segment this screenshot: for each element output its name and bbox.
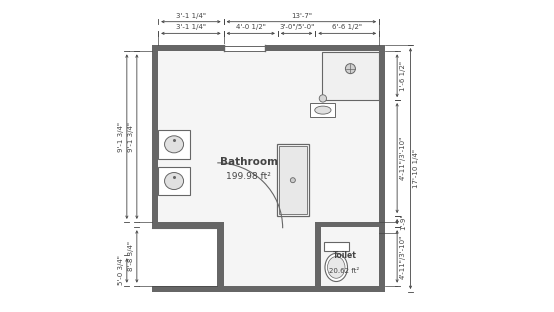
- Text: Toilet: Toilet: [332, 251, 357, 260]
- Text: 4'-0 1/2": 4'-0 1/2": [236, 24, 266, 30]
- Bar: [152, 45, 158, 222]
- Ellipse shape: [165, 136, 183, 153]
- Text: 5'-0 3/4": 5'-0 3/4": [118, 256, 124, 285]
- Bar: [322, 52, 379, 100]
- Bar: [158, 167, 190, 195]
- Text: 3'-1 1/4": 3'-1 1/4": [176, 24, 206, 30]
- Bar: [379, 45, 386, 292]
- Text: 8'-8 3/4": 8'-8 3/4": [128, 241, 134, 271]
- Circle shape: [345, 64, 356, 74]
- Text: 4'-11"/3'-10": 4'-11"/3'-10": [400, 136, 406, 180]
- Text: 4'-11"/3'-10": 4'-11"/3'-10": [400, 234, 406, 279]
- Circle shape: [319, 95, 326, 102]
- Bar: [277, 144, 309, 216]
- Text: 6'-6 1/2": 6'-6 1/2": [332, 24, 362, 30]
- Bar: [152, 222, 224, 228]
- Ellipse shape: [325, 253, 347, 281]
- Bar: [224, 44, 265, 51]
- Text: 17'-10 1/4": 17'-10 1/4": [413, 149, 419, 188]
- Text: Bathroom: Bathroom: [219, 157, 278, 167]
- Bar: [152, 286, 386, 292]
- Bar: [279, 146, 307, 214]
- Text: 1'-6 1/2": 1'-6 1/2": [400, 61, 406, 91]
- Bar: [315, 222, 321, 286]
- Ellipse shape: [165, 173, 183, 189]
- Text: 1'-9": 1'-9": [400, 213, 406, 230]
- Ellipse shape: [327, 256, 345, 278]
- Text: 3'-0"/5'-0": 3'-0"/5'-0": [279, 24, 314, 30]
- Bar: [158, 222, 224, 286]
- Text: 20.62 ft²: 20.62 ft²: [330, 268, 360, 274]
- Bar: [152, 45, 386, 51]
- Text: 9'-1 3/4": 9'-1 3/4": [118, 122, 124, 152]
- Text: 3'-1 1/4": 3'-1 1/4": [176, 13, 206, 19]
- Bar: [315, 222, 379, 227]
- Bar: [158, 51, 379, 286]
- Circle shape: [290, 178, 295, 183]
- Text: 9'-1 3/4": 9'-1 3/4": [128, 122, 134, 152]
- Ellipse shape: [315, 106, 331, 114]
- Text: 13'-7": 13'-7": [291, 13, 312, 19]
- Text: 199.98 ft²: 199.98 ft²: [226, 172, 271, 181]
- Bar: [324, 242, 349, 251]
- Bar: [310, 104, 335, 117]
- Bar: [158, 130, 190, 158]
- Bar: [217, 222, 224, 292]
